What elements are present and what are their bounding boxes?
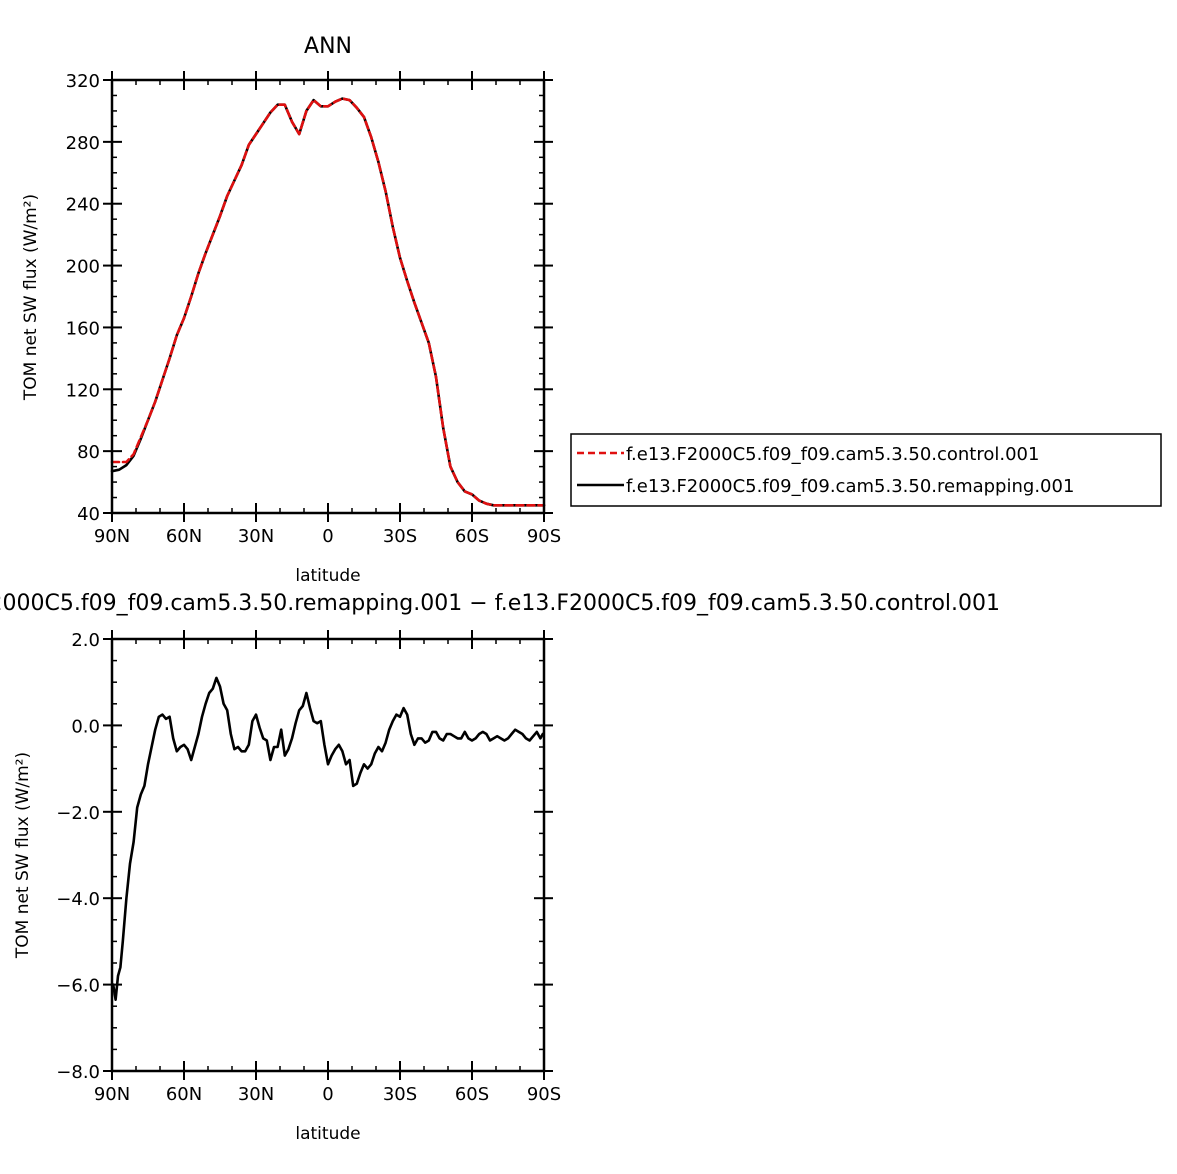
- bottom-xtick-label-2: 30N: [238, 1084, 274, 1105]
- bottom-ytick-label-2: −4.0: [56, 889, 100, 910]
- top-chart-plot-area: [110, 97, 546, 507]
- top-ytick-label-0: 40: [77, 504, 100, 525]
- bottom-ytick-label-3: −2.0: [56, 803, 100, 824]
- bottom-xtick-label-0: 90N: [94, 1084, 130, 1105]
- top-series-line-1: [110, 97, 546, 507]
- bottom-chart-plot-area: [111, 676, 545, 1002]
- bottom-xtick-label-5: 60S: [455, 1084, 489, 1105]
- bottom-xtick-label-3: 0: [322, 1084, 333, 1105]
- bottom-series-line-0: [111, 676, 545, 1002]
- bottom-chart-ylabel: TOM net SW flux (W/m²): [13, 752, 33, 959]
- top-series-line-0: [110, 97, 546, 507]
- top-xtick-label-3: 0: [322, 526, 333, 547]
- top-ytick-label-5: 240: [66, 195, 100, 216]
- bottom-xtick-label-4: 30S: [383, 1084, 417, 1105]
- bottom-chart-title: f.e13.F2000C5.f09_f09.cam5.3.50.remappin…: [0, 591, 1000, 616]
- top-chart-panel: ANN TOM net SW flux (W/m²) latitude 90N 6…: [21, 34, 1162, 586]
- top-xtick-label-0: 90N: [94, 526, 130, 547]
- legend-label-control: f.e13.F2000C5.f09_f09.cam5.3.50.control.…: [626, 444, 1039, 465]
- top-chart-ylabel: TOM net SW flux (W/m²): [21, 194, 41, 401]
- bottom-ytick-label-1: −6.0: [56, 976, 100, 997]
- bottom-chart-xlabel: latitude: [295, 1124, 360, 1144]
- bottom-xtick-label-6: 90S: [527, 1084, 561, 1105]
- top-chart-title: ANN: [304, 34, 352, 59]
- bottom-ytick-label-5: 2.0: [71, 630, 100, 651]
- top-chart-xlabel: latitude: [295, 566, 360, 586]
- bottom-ytick-label-0: −8.0: [56, 1062, 100, 1083]
- bottom-ytick-label-4: 0.0: [71, 716, 100, 737]
- top-ytick-label-7: 320: [66, 71, 100, 92]
- top-xtick-label-5: 60S: [455, 526, 489, 547]
- top-ytick-label-4: 200: [66, 257, 100, 278]
- top-ytick-label-1: 80: [77, 442, 100, 463]
- top-chart-ticks: 90N 60N 30N 0 30S 60S 90S 40 80 120 160 200 240 280 32…: [66, 71, 561, 547]
- bottom-chart-panel: f.e13.F2000C5.f09_f09.cam5.3.50.remappin…: [0, 591, 1000, 1144]
- bottom-chart-frame: [110, 637, 546, 1073]
- top-xtick-label-1: 60N: [166, 526, 202, 547]
- top-chart-legend: f.e13.F2000C5.f09_f09.cam5.3.50.control.…: [570, 433, 1162, 507]
- legend-box: [570, 433, 1162, 507]
- top-ytick-label-6: 280: [66, 133, 100, 154]
- bottom-chart-ticks: 90N 60N 30N 0 30S 60S 90S −8.0 −6.0 −4.0 −2.0 0.0 2.…: [56, 630, 561, 1105]
- bottom-xtick-label-1: 60N: [166, 1084, 202, 1105]
- legend-label-remapping: f.e13.F2000C5.f09_f09.cam5.3.50.remappin…: [626, 476, 1074, 497]
- top-ytick-label-3: 160: [66, 318, 100, 339]
- top-xtick-label-2: 30N: [238, 526, 274, 547]
- top-chart-frame: [110, 78, 546, 515]
- top-xtick-label-6: 90S: [527, 526, 561, 547]
- top-xtick-label-4: 30S: [383, 526, 417, 547]
- top-ytick-label-2: 120: [66, 380, 100, 401]
